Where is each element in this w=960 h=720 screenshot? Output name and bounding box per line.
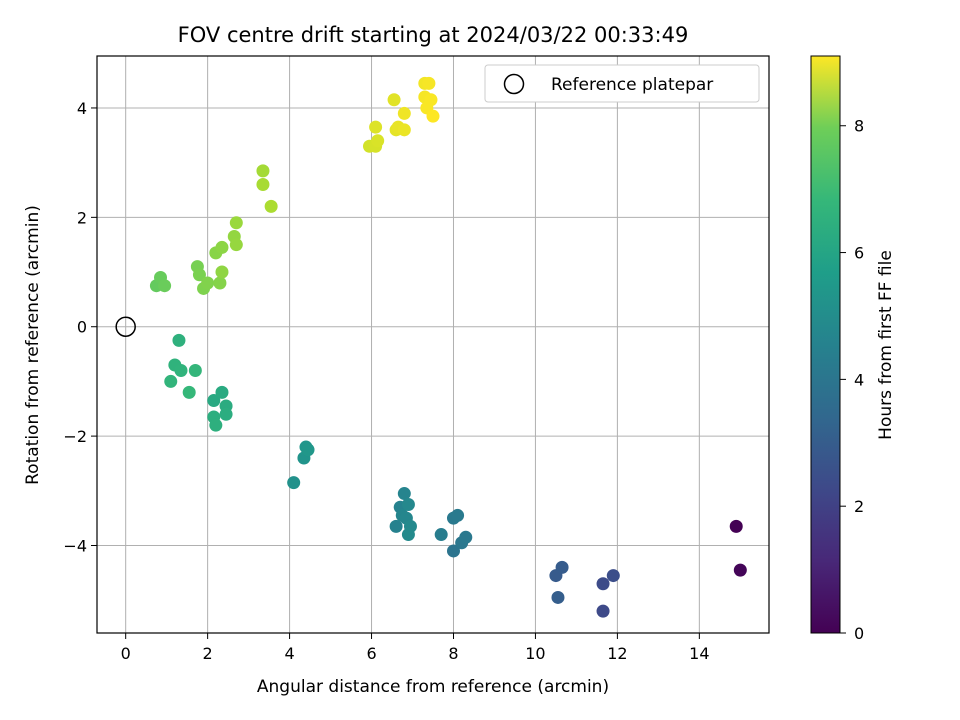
data-point [397,487,411,501]
colorbar-ticks: 0 2 4 6 8 [840,117,864,643]
data-point [182,385,196,399]
data-point [389,519,403,533]
data-point [229,238,243,252]
data-point [174,363,188,377]
x-tick-label: 4 [284,644,294,663]
colorbar-tick-label: 4 [854,370,864,389]
colorbar-tick-label: 2 [854,497,864,516]
data-point [426,109,440,123]
data-point [256,178,270,192]
data-point [201,276,215,290]
x-tick-label: 8 [448,644,458,663]
data-point [596,604,610,618]
y-axis-ticks: −4 −2 0 2 4 [63,99,97,555]
data-point [434,528,448,542]
data-point [229,216,243,230]
y-tick-label: −2 [63,427,87,446]
chart-title: FOV centre drift starting at 2024/03/22 … [178,23,689,47]
grid-lines [97,56,769,633]
data-point [451,508,465,522]
data-point [401,528,415,542]
reference-platepar-marker [115,316,136,337]
data-point [192,268,206,282]
data-point [596,577,610,591]
data-points [149,76,747,618]
data-point [301,443,315,457]
x-tick-label: 12 [607,644,627,663]
legend-marker-icon [503,73,525,95]
data-point [733,563,747,577]
plot-frame [96,55,770,634]
legend-entry-label: Reference platepar [551,75,713,95]
colorbar: 0 2 4 6 8 Hours from first FF file [810,55,896,643]
data-point [188,363,202,377]
colorbar-tick-label: 8 [854,117,864,136]
x-axis-ticks: 0 2 4 6 8 10 12 14 [121,633,710,663]
data-point [215,265,229,279]
data-point [215,240,229,254]
data-point [209,418,223,432]
data-point [213,276,227,290]
y-tick-label: −4 [63,536,87,555]
x-tick-label: 6 [366,644,376,663]
data-point [459,530,473,544]
data-point [422,76,436,90]
colorbar-tick-label: 0 [854,624,864,643]
data-point [397,106,411,120]
data-point [164,374,178,388]
data-point [172,333,186,347]
data-point [264,199,278,213]
data-point [219,407,233,421]
x-tick-label: 10 [525,644,545,663]
legend-box [484,64,760,103]
data-point [387,93,401,107]
data-point [369,120,383,134]
data-point [606,569,620,583]
y-axis-label: Rotation from reference (arcmin) [23,205,43,485]
data-point [446,544,460,558]
data-point [371,134,385,148]
data-point [158,279,172,293]
colorbar-tick-label: 6 [854,244,864,263]
data-point [207,394,221,408]
colorbar-label: Hours from first FF file [876,250,896,440]
x-tick-label: 2 [203,644,213,663]
data-point [397,123,411,137]
y-tick-label: 2 [77,208,87,227]
legend: Reference platepar [484,64,760,103]
data-point [555,560,569,574]
data-point [287,476,301,490]
colorbar-gradient [810,55,841,634]
x-tick-label: 0 [121,644,131,663]
x-axis-label: Angular distance from reference (arcmin) [257,677,609,697]
data-point [729,519,743,533]
data-point [401,497,415,511]
y-tick-label: 4 [77,99,87,118]
data-point [215,385,229,399]
data-point [256,164,270,178]
x-tick-label: 14 [689,644,709,663]
data-point [551,590,565,604]
y-tick-label: 0 [77,318,87,337]
